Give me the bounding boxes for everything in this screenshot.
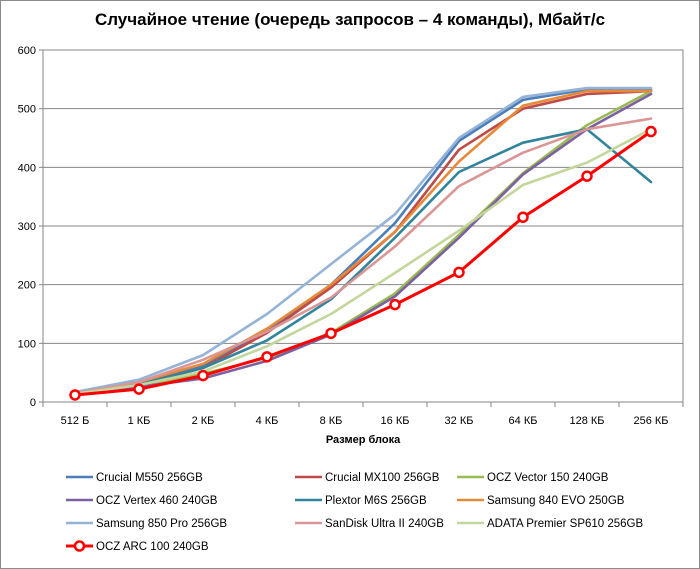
legend-marker — [73, 540, 86, 552]
legend-label: OCZ ARC 100 240GB — [96, 541, 209, 553]
legend-label: OCZ Vector 150 240GB — [487, 472, 609, 484]
series-line-3 — [73, 92, 653, 396]
data-point — [197, 369, 209, 382]
x-axis-title: Размер блока — [326, 434, 401, 446]
data-point — [517, 211, 529, 223]
series-line-6 — [73, 86, 653, 394]
series-lines — [69, 86, 657, 401]
legend-label: SanDisk Ultra II 240GB — [325, 518, 444, 530]
y-tick-label: 300 — [18, 221, 36, 233]
axes: 0 100 200 300 400 500 600 512 Б 1 КБ 2 КБ 4 КБ 8 КБ… — [18, 45, 684, 427]
legend: Crucial M550 256GB Crucial MX100 256GB OCZ… — [66, 472, 644, 553]
x-tick-label: 64 КБ — [509, 415, 538, 427]
x-tick-label: 128 КБ — [569, 415, 604, 427]
x-tick-label: 256 КБ — [633, 415, 668, 427]
data-point — [581, 170, 593, 182]
data-point — [453, 266, 465, 279]
legend-label: Crucial M550 256GB — [96, 472, 203, 484]
data-point — [645, 125, 657, 138]
data-point — [261, 351, 273, 363]
x-tick-label: 2 КБ — [192, 415, 215, 427]
legend-label: Plextor M6S 256GB — [325, 495, 427, 507]
series-line-9 — [73, 130, 653, 397]
data-point — [325, 327, 337, 340]
y-tick-label: 0 — [30, 397, 36, 409]
data-point — [389, 298, 401, 311]
y-tick-label: 100 — [18, 338, 36, 350]
legend-label: Samsung 840 EVO 250GB — [487, 495, 625, 507]
series-line-2 — [73, 89, 653, 395]
x-tick-label: 512 Б — [61, 415, 90, 427]
x-tick-label: 16 КБ — [381, 415, 410, 427]
x-tick-label: 8 КБ — [320, 415, 343, 427]
x-tick-label: 1 КБ — [128, 415, 151, 427]
series-line-8 — [73, 127, 653, 396]
legend-label: OCZ Vertex 460 240GB — [96, 495, 218, 507]
y-tick-label: 200 — [18, 280, 36, 292]
y-tick-label: 400 — [18, 162, 36, 174]
y-tick-label: 600 — [18, 45, 36, 57]
legend-label: Crucial MX100 256GB — [325, 472, 440, 484]
series-line-7 — [73, 117, 653, 395]
series-line-5 — [73, 89, 653, 394]
gridlines — [42, 49, 684, 403]
data-point — [133, 383, 145, 395]
series-line-4 — [73, 127, 653, 395]
chart-title: Случайное чтение (очередь запросов – 4 к… — [94, 10, 606, 29]
y-tick-label: 500 — [18, 104, 36, 116]
x-tick-label: 32 КБ — [445, 415, 474, 427]
legend-label: Samsung 850 Pro 256GB — [96, 518, 227, 530]
legend-label: ADATA Premier SP610 256GB — [487, 518, 644, 530]
data-point — [69, 389, 81, 401]
x-tick-label: 4 КБ — [256, 415, 279, 427]
